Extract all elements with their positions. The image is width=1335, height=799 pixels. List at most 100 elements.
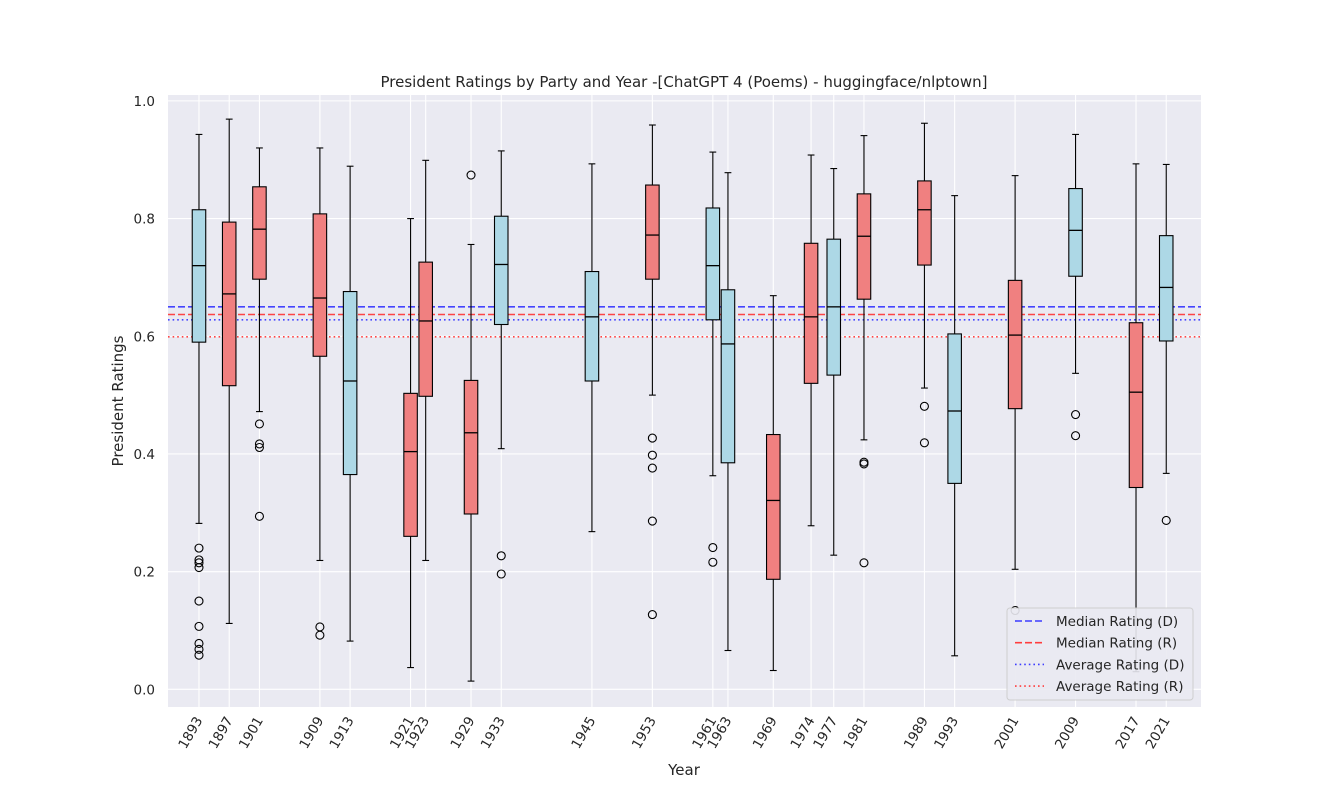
outlier-point — [919, 438, 929, 448]
box-1977 — [826, 168, 842, 556]
y-tick-label: 0.8 — [134, 212, 155, 228]
y-axis-label: President Ratings — [109, 335, 127, 466]
box-2001 — [1007, 175, 1023, 616]
outlier-point — [647, 610, 657, 620]
x-tick-label: 1893 — [175, 714, 206, 752]
x-tick-label: 2001 — [992, 714, 1023, 752]
iqr-box — [403, 392, 418, 537]
y-tick-label: 1.0 — [134, 94, 155, 110]
outlier-point — [647, 463, 657, 473]
iqr-box — [765, 433, 781, 580]
box-1913 — [342, 165, 358, 642]
y-tick-label: 0.6 — [134, 329, 155, 345]
outlier-point — [1071, 431, 1081, 441]
y-tick-label: 0.0 — [134, 682, 155, 698]
iqr-box — [312, 213, 328, 357]
outlier-point — [647, 516, 657, 526]
y-axis-ticks: 0.0 0.2 0.4 0.6 0.8 1.0 — [134, 94, 155, 698]
x-tick-label: 1977 — [810, 714, 841, 752]
x-tick-label: 1901 — [236, 714, 267, 752]
outlier-point — [496, 551, 506, 561]
outlier-point — [466, 170, 476, 180]
outlier-point — [647, 433, 657, 443]
legend-label: Average Rating (D) — [1056, 657, 1184, 673]
legend-label: Median Rating (R) — [1056, 636, 1177, 652]
x-tick-label: 2017 — [1112, 714, 1143, 752]
x-tick-label: 1989 — [901, 714, 932, 752]
iqr-box — [645, 184, 660, 280]
outlier-point — [859, 558, 869, 568]
chart-title: President Ratings by Party and Year -[Ch… — [381, 73, 988, 91]
box-2021 — [1158, 163, 1174, 526]
outlier-point — [194, 543, 204, 553]
x-tick-label: 2009 — [1052, 714, 1083, 752]
box-1923 — [418, 159, 433, 562]
box-1897 — [221, 118, 237, 624]
outlier-point — [859, 459, 869, 469]
outlier-point — [708, 557, 718, 567]
iqr-box — [493, 215, 509, 326]
iqr-box — [1068, 188, 1083, 277]
outlier-point — [254, 419, 264, 429]
reference-lines — [168, 306, 1201, 338]
box-1893 — [191, 133, 207, 660]
box-1993 — [947, 195, 962, 657]
x-tick-label: 1897 — [206, 714, 237, 752]
outlier-point — [919, 401, 929, 411]
box-1961 — [705, 151, 721, 567]
box-1901 — [252, 147, 267, 521]
iqr-box — [463, 379, 479, 515]
outlier-point — [1071, 409, 1081, 420]
x-tick-label: 1929 — [447, 714, 478, 752]
outlier-point — [254, 511, 264, 521]
x-tick-label: 1913 — [327, 714, 358, 752]
y-tick-label: 0.4 — [134, 447, 155, 463]
x-tick-label: 1969 — [750, 714, 781, 752]
outlier-point — [194, 644, 204, 654]
outlier-point — [647, 450, 657, 460]
box-2009 — [1068, 133, 1083, 441]
x-axis-label: Year — [667, 761, 701, 779]
iqr-box — [584, 270, 600, 382]
plot-area — [168, 95, 1201, 707]
outlier-point — [194, 596, 204, 606]
iqr-box — [418, 261, 433, 397]
iqr-box — [191, 209, 207, 343]
x-tick-label: 1953 — [629, 714, 660, 752]
outlier-point — [194, 650, 204, 660]
x-tick-label: 1909 — [296, 714, 327, 752]
iqr-box — [1158, 235, 1174, 342]
iqr-box — [705, 207, 721, 321]
x-tick-label: 1981 — [840, 714, 871, 752]
outlier-point — [315, 630, 325, 640]
x-tick-label: 2021 — [1143, 714, 1174, 752]
outlier-point — [194, 558, 204, 568]
iqr-box — [720, 289, 736, 464]
legend-label: Average Rating (R) — [1056, 679, 1183, 695]
iqr-box — [947, 333, 962, 484]
iqr-box — [856, 193, 872, 300]
box-1969 — [765, 295, 781, 672]
iqr-box — [252, 186, 267, 280]
outlier-point — [194, 638, 204, 648]
box-1981 — [856, 135, 872, 568]
iqr-box — [803, 242, 819, 384]
outlier-point — [496, 569, 506, 579]
box-1989 — [917, 122, 932, 448]
box-1953 — [645, 124, 660, 620]
box-series — [191, 118, 1174, 682]
iqr-box — [1128, 322, 1144, 489]
box-1974 — [803, 154, 819, 527]
iqr-box — [1007, 279, 1023, 410]
outlier-point — [254, 442, 264, 453]
box-1909 — [312, 147, 328, 640]
iqr-box — [917, 180, 932, 266]
box-1929 — [463, 170, 479, 682]
outlier-point — [194, 621, 204, 631]
x-tick-label: 1993 — [931, 714, 962, 752]
x-tick-label: 1945 — [568, 714, 599, 752]
box-1945 — [584, 163, 600, 533]
y-tick-label: 0.2 — [134, 565, 155, 581]
